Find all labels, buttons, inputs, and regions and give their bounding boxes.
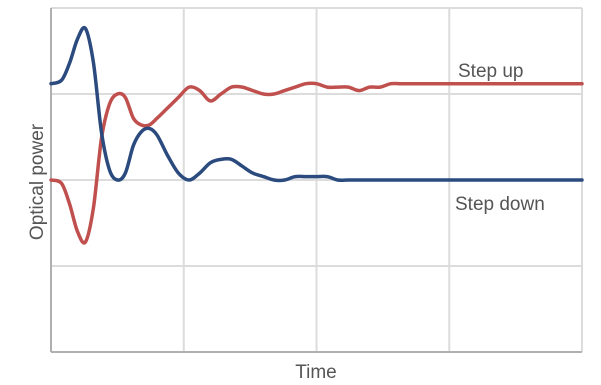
series-line-step-up (49, 81, 584, 245)
series-label-step-up: Step up (458, 61, 524, 82)
series-label-step-down: Step down (455, 194, 545, 215)
x-axis-label: Time (295, 362, 337, 383)
series-group (49, 25, 584, 245)
y-axis-label: Optical power (27, 123, 48, 240)
series-line-step-down (49, 25, 584, 183)
grid (51, 7, 583, 352)
